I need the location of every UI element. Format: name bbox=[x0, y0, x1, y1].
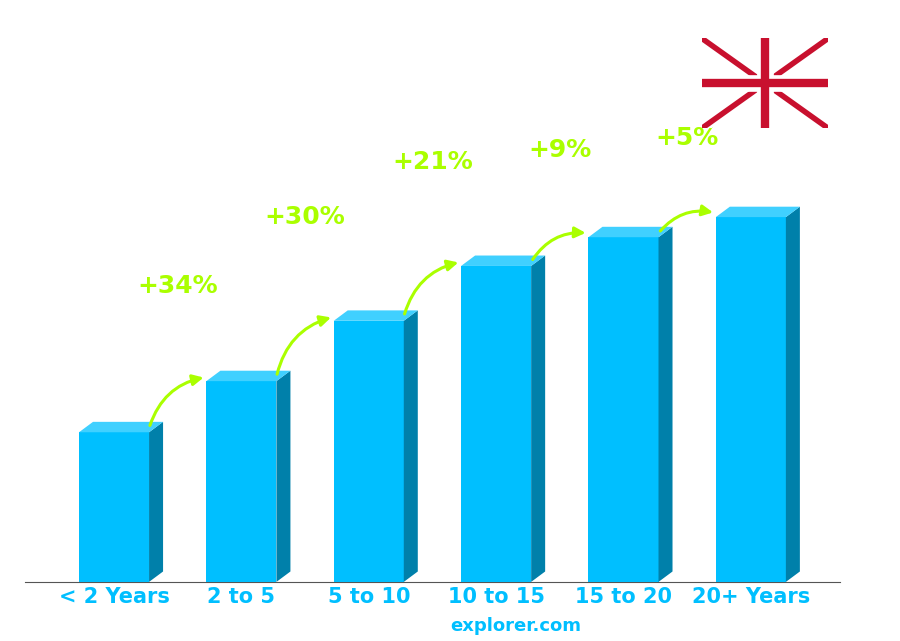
Text: salary: salary bbox=[389, 617, 450, 635]
Text: 110,000 GBP: 110,000 GBP bbox=[434, 226, 533, 241]
Polygon shape bbox=[659, 227, 672, 582]
Polygon shape bbox=[79, 432, 149, 582]
Polygon shape bbox=[276, 370, 291, 582]
Text: +34%: +34% bbox=[138, 274, 218, 298]
Polygon shape bbox=[589, 237, 659, 582]
Polygon shape bbox=[206, 370, 291, 381]
Text: +21%: +21% bbox=[392, 150, 472, 174]
Polygon shape bbox=[404, 310, 418, 582]
Polygon shape bbox=[716, 206, 800, 217]
Text: Salary Comparison By Experience: Salary Comparison By Experience bbox=[25, 98, 708, 132]
Text: 52,100 GBP: 52,100 GBP bbox=[21, 392, 111, 407]
Polygon shape bbox=[206, 381, 276, 582]
Text: +5%: +5% bbox=[655, 126, 719, 151]
Polygon shape bbox=[79, 422, 163, 432]
Text: 69,900 GBP: 69,900 GBP bbox=[184, 341, 274, 356]
Polygon shape bbox=[531, 256, 545, 582]
Polygon shape bbox=[461, 256, 545, 266]
Text: +30%: +30% bbox=[265, 205, 346, 229]
Text: 127,000 GBP: 127,000 GBP bbox=[707, 177, 806, 192]
Polygon shape bbox=[716, 217, 786, 582]
Polygon shape bbox=[334, 320, 404, 582]
Polygon shape bbox=[461, 266, 531, 582]
Text: 120,000 GBP: 120,000 GBP bbox=[562, 197, 661, 212]
Text: +9%: +9% bbox=[528, 138, 591, 162]
Polygon shape bbox=[334, 310, 418, 320]
Polygon shape bbox=[786, 206, 800, 582]
Polygon shape bbox=[589, 227, 672, 237]
Text: Average Yearly Salary: Average Yearly Salary bbox=[873, 245, 887, 396]
Polygon shape bbox=[149, 422, 163, 582]
Text: explorer.com: explorer.com bbox=[450, 617, 581, 635]
Text: Office Supervisor: Office Supervisor bbox=[25, 167, 240, 192]
Text: 90,900 GBP: 90,900 GBP bbox=[311, 281, 400, 296]
